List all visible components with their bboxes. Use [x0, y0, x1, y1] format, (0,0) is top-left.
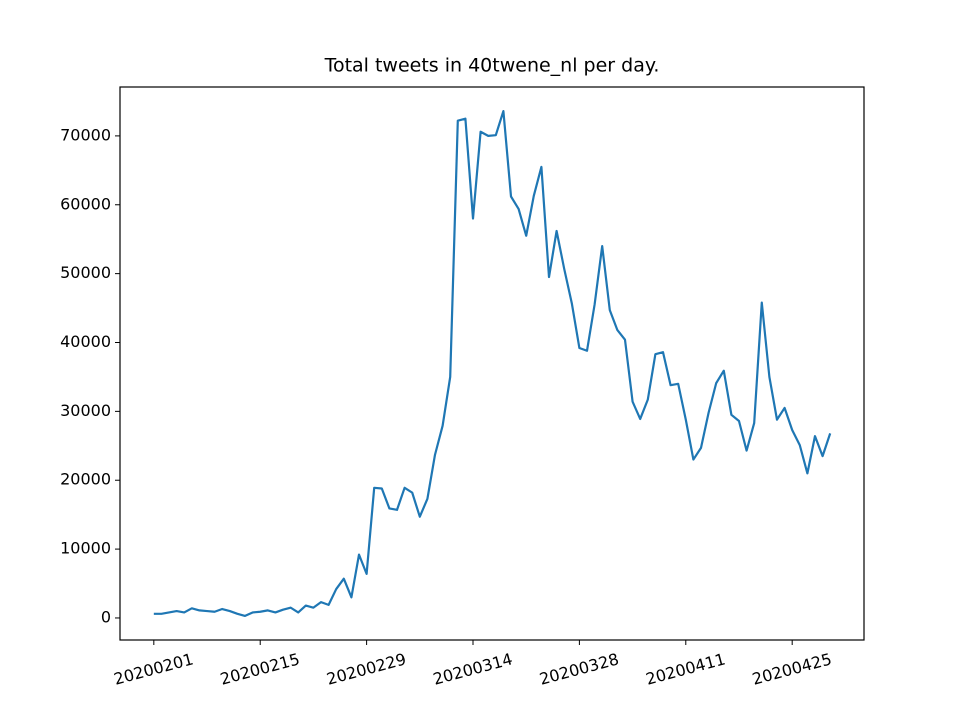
line	[153, 110, 832, 617]
y-tick-label: 30000	[60, 401, 111, 420]
y-tick-label: 20000	[60, 470, 111, 489]
y-tick-label: 0	[101, 607, 111, 626]
y-tick-label: 40000	[60, 332, 111, 351]
plot-frame	[119, 86, 865, 641]
y-tick-label: 10000	[60, 539, 111, 558]
y-tick-label: 70000	[60, 125, 111, 144]
chart-title: Total tweets in 40twene_nl per day.	[324, 55, 660, 77]
y-tick-label: 60000	[60, 194, 111, 213]
y-tick-label: 50000	[60, 263, 111, 282]
